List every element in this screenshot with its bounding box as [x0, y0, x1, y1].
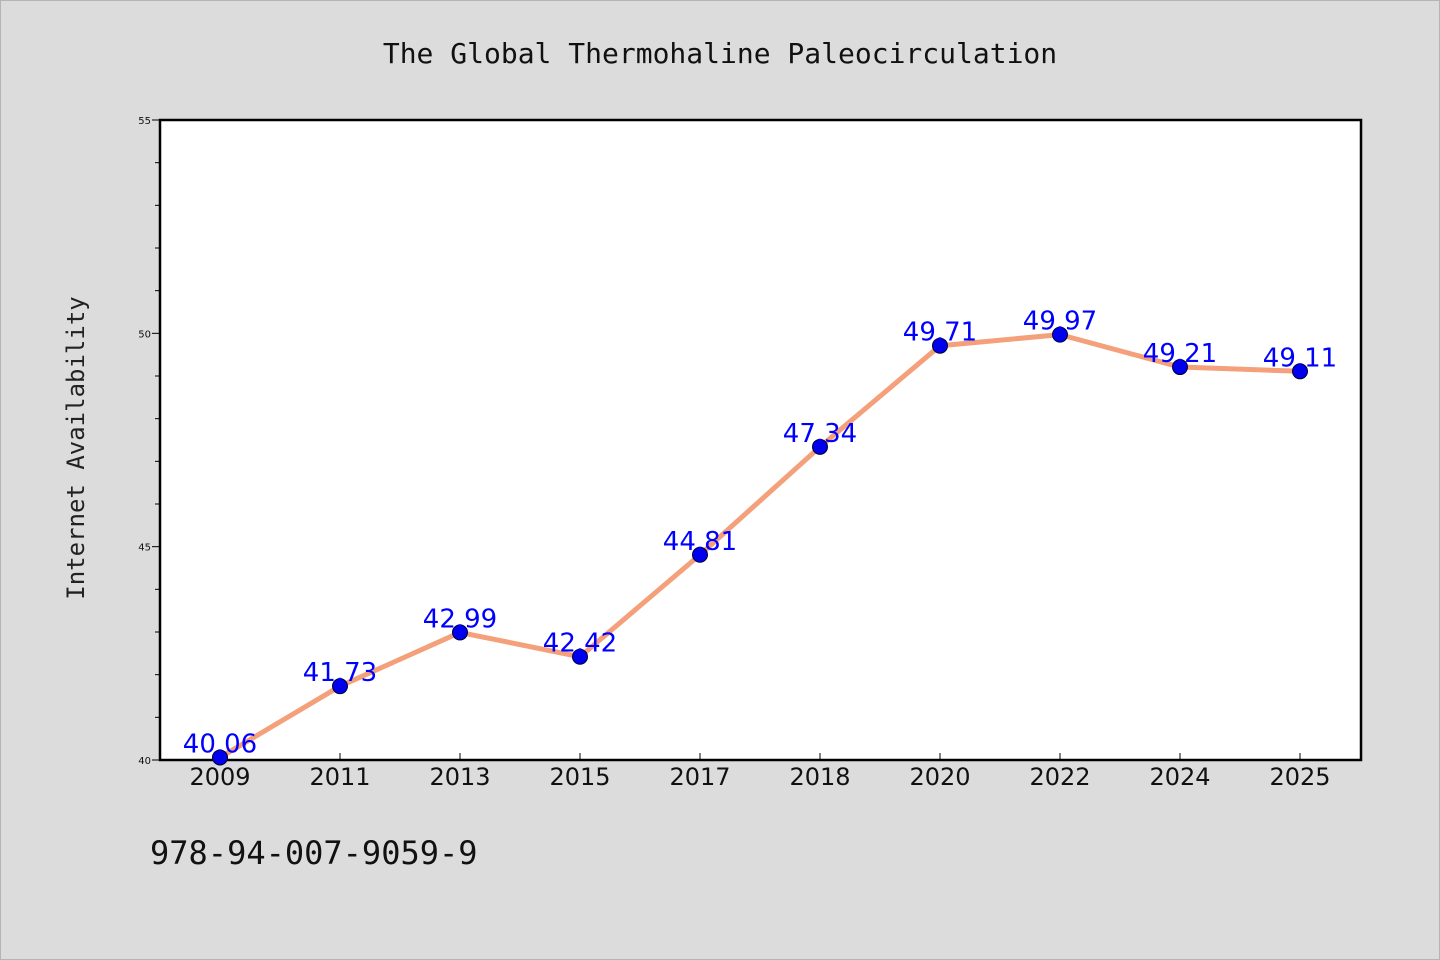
data-label: 41.73 [303, 658, 377, 688]
y-axis-label: Internet Availability [62, 296, 90, 599]
data-label: 42.42 [543, 629, 617, 659]
data-point [212, 749, 228, 766]
data-label: 44.81 [663, 527, 737, 557]
data-label: 40.06 [183, 729, 257, 759]
data-point [1292, 363, 1308, 380]
x-tick-label: 2013 [429, 763, 490, 791]
data-point [932, 337, 948, 354]
data-point [332, 678, 348, 695]
data-label: 49.97 [1023, 307, 1097, 337]
series-line-group [217, 332, 1303, 760]
x-tick-label: 2020 [909, 763, 970, 791]
data-point [572, 648, 588, 665]
data-label: 49.11 [1263, 343, 1337, 373]
x-tick-label: 2018 [789, 763, 850, 791]
data-point [812, 438, 828, 455]
data-point [1052, 326, 1068, 343]
y-axis-ticks: 40 45 50 55 [138, 116, 160, 767]
footer-code: 978-94-007-9059-9 [150, 834, 478, 872]
data-point [692, 546, 708, 563]
x-tick-label: 2009 [189, 763, 250, 791]
x-axis-ticks: 2009 2011 2013 2015 2017 2018 2020 2022 2024 2025 [189, 753, 1331, 791]
x-tick-label: 2025 [1269, 763, 1330, 791]
x-tick-label: 2011 [309, 763, 370, 791]
data-markers [212, 326, 1308, 766]
y-tick-label: 50 [138, 329, 151, 340]
data-point [452, 624, 468, 641]
x-tick-label: 2017 [669, 763, 730, 791]
y-tick-label: 40 [138, 756, 151, 767]
data-point [1172, 359, 1188, 376]
data-label: 42.99 [423, 604, 497, 634]
y-tick-label: 55 [138, 116, 151, 127]
x-tick-label: 2024 [1149, 763, 1210, 791]
data-labels: 40.06 41.73 42.99 42.42 44.81 47.34 49.71 49.97… [183, 307, 1337, 760]
data-label: 47.34 [783, 419, 857, 449]
x-tick-label: 2015 [549, 763, 610, 791]
data-label: 49.21 [1143, 339, 1217, 369]
y-tick-label: 45 [138, 543, 151, 554]
chart-title: The Global Thermohaline Paleocirculation [383, 37, 1057, 70]
data-label: 49.71 [903, 318, 977, 348]
x-tick-label: 2022 [1029, 763, 1090, 791]
series-line [217, 332, 1303, 760]
plot-area [158, 118, 1363, 762]
